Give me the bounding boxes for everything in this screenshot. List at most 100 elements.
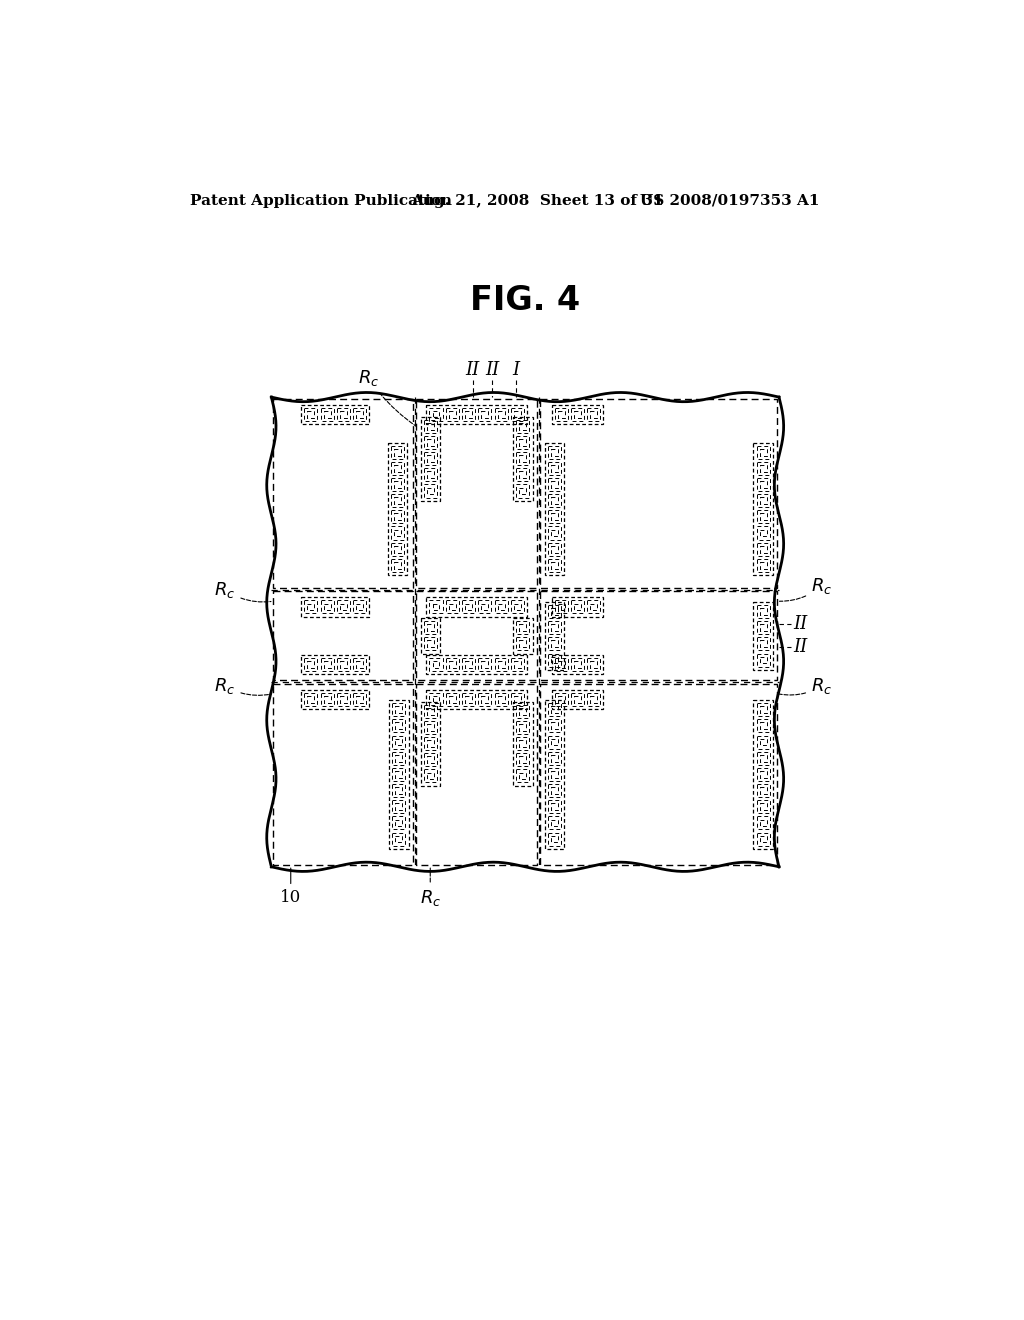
Bar: [337, 659, 350, 672]
Bar: [498, 661, 505, 668]
Bar: [356, 411, 364, 418]
Bar: [427, 772, 434, 779]
Bar: [587, 601, 600, 614]
Bar: [548, 719, 561, 733]
Bar: [424, 436, 437, 449]
Bar: [548, 511, 561, 523]
Bar: [481, 411, 488, 418]
Bar: [760, 498, 767, 504]
Bar: [395, 820, 402, 826]
Bar: [548, 800, 561, 813]
Bar: [571, 659, 584, 672]
Bar: [427, 640, 434, 647]
Text: II: II: [793, 639, 807, 656]
Bar: [324, 603, 331, 610]
Bar: [307, 603, 314, 610]
Bar: [519, 640, 526, 647]
Bar: [353, 659, 367, 672]
Bar: [392, 833, 406, 846]
Bar: [465, 696, 472, 702]
Bar: [551, 836, 558, 842]
Bar: [516, 770, 529, 783]
Bar: [445, 693, 459, 706]
Bar: [478, 693, 492, 706]
Text: I: I: [512, 362, 519, 379]
Text: FIG. 4: FIG. 4: [470, 284, 580, 317]
Bar: [462, 601, 475, 614]
Bar: [424, 469, 437, 482]
Bar: [541, 591, 777, 681]
Bar: [273, 684, 414, 866]
Bar: [519, 455, 526, 462]
Bar: [391, 494, 403, 507]
Bar: [449, 696, 456, 702]
Bar: [558, 603, 564, 610]
Bar: [545, 700, 564, 849]
Bar: [340, 696, 347, 702]
Bar: [519, 708, 526, 714]
Bar: [321, 408, 334, 421]
Bar: [395, 706, 402, 713]
Bar: [551, 562, 558, 569]
Bar: [757, 816, 770, 829]
Bar: [558, 411, 564, 418]
Bar: [353, 601, 367, 614]
Bar: [307, 411, 314, 418]
Bar: [760, 529, 767, 536]
Text: Aug. 21, 2008  Sheet 13 of 31: Aug. 21, 2008 Sheet 13 of 31: [411, 194, 664, 207]
Bar: [552, 597, 603, 616]
Bar: [498, 411, 505, 418]
Bar: [353, 693, 367, 706]
Bar: [427, 422, 434, 430]
Bar: [394, 513, 400, 520]
Bar: [760, 609, 767, 615]
Bar: [757, 511, 770, 523]
Bar: [445, 601, 459, 614]
Bar: [395, 787, 402, 793]
Bar: [548, 751, 561, 764]
Bar: [574, 661, 581, 668]
Bar: [432, 696, 439, 702]
Bar: [340, 661, 347, 668]
Bar: [551, 722, 558, 729]
Text: II: II: [793, 615, 807, 634]
Bar: [392, 800, 406, 813]
Bar: [511, 693, 524, 706]
Bar: [519, 741, 526, 747]
Bar: [519, 487, 526, 495]
Bar: [757, 833, 770, 846]
Bar: [417, 684, 538, 866]
Bar: [421, 702, 440, 785]
Bar: [757, 784, 770, 797]
Bar: [760, 640, 767, 647]
Bar: [273, 399, 414, 589]
Bar: [551, 804, 558, 810]
Bar: [519, 471, 526, 478]
Bar: [757, 494, 770, 507]
Bar: [321, 659, 334, 672]
Bar: [548, 704, 561, 717]
Bar: [337, 601, 350, 614]
Bar: [760, 836, 767, 842]
Bar: [519, 422, 526, 430]
Bar: [304, 408, 317, 421]
Bar: [391, 462, 403, 475]
Bar: [551, 465, 558, 471]
Bar: [552, 655, 603, 675]
Bar: [757, 638, 770, 651]
Bar: [445, 408, 459, 421]
Bar: [757, 543, 770, 556]
Bar: [498, 603, 505, 610]
Bar: [516, 754, 529, 767]
Bar: [555, 601, 568, 614]
Bar: [516, 436, 529, 449]
Bar: [337, 693, 350, 706]
Text: $R_c$: $R_c$: [214, 676, 271, 696]
Bar: [516, 484, 529, 498]
Bar: [426, 655, 527, 675]
Bar: [757, 719, 770, 733]
Bar: [548, 527, 561, 540]
Bar: [417, 399, 538, 589]
Bar: [495, 659, 508, 672]
Bar: [337, 408, 350, 421]
